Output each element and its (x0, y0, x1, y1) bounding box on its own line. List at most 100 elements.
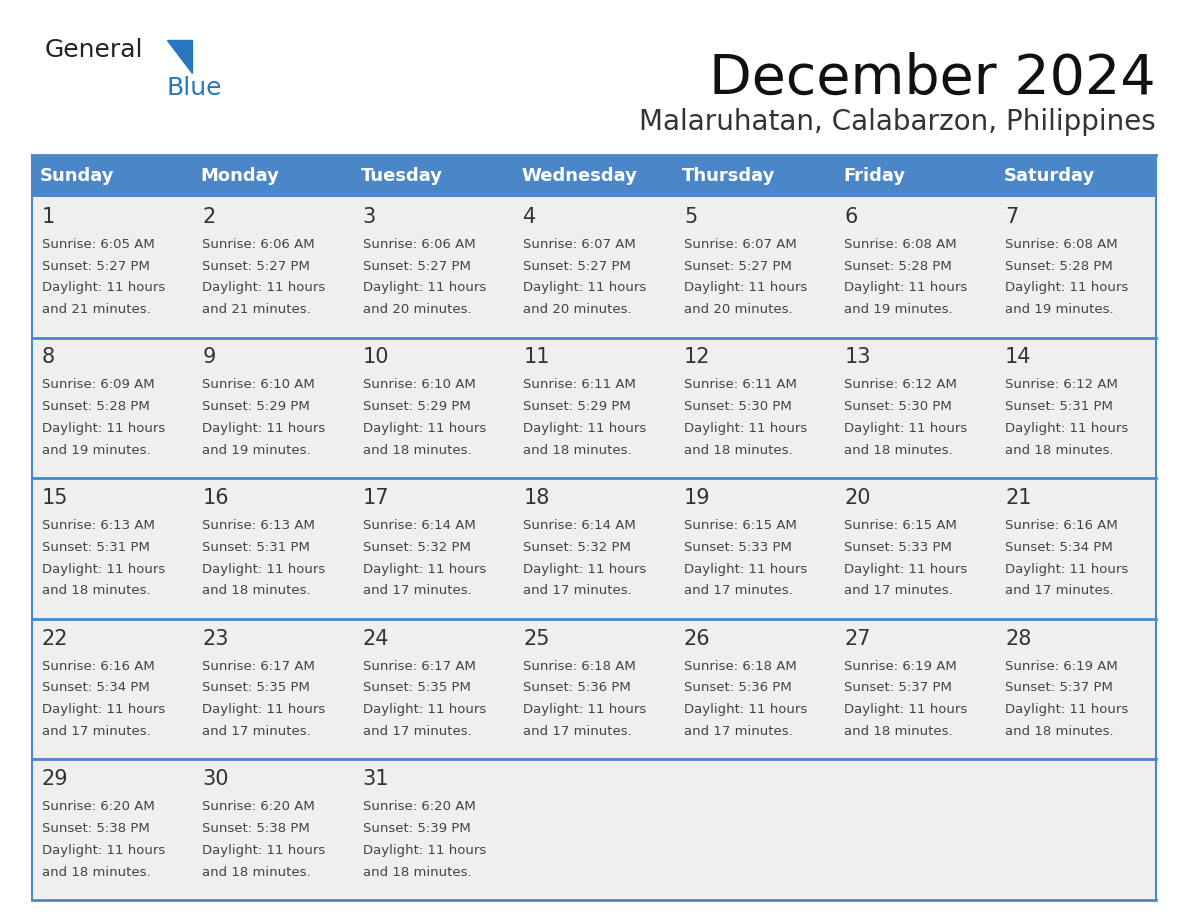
Text: Sunrise: 6:15 AM: Sunrise: 6:15 AM (845, 519, 958, 532)
Text: Sunrise: 6:13 AM: Sunrise: 6:13 AM (42, 519, 154, 532)
Text: 8: 8 (42, 347, 55, 367)
Text: Sunrise: 6:05 AM: Sunrise: 6:05 AM (42, 238, 154, 251)
Text: 19: 19 (684, 488, 710, 508)
Text: 16: 16 (202, 488, 229, 508)
Text: Sunrise: 6:17 AM: Sunrise: 6:17 AM (362, 659, 475, 673)
Text: and 17 minutes.: and 17 minutes. (524, 585, 632, 598)
Text: and 19 minutes.: and 19 minutes. (1005, 303, 1113, 316)
Text: Daylight: 11 hours: Daylight: 11 hours (1005, 563, 1129, 576)
Text: Daylight: 11 hours: Daylight: 11 hours (362, 844, 486, 856)
Text: 31: 31 (362, 769, 390, 789)
Text: Sunset: 5:32 PM: Sunset: 5:32 PM (362, 541, 470, 554)
Text: Sunset: 5:33 PM: Sunset: 5:33 PM (845, 541, 953, 554)
Text: and 20 minutes.: and 20 minutes. (362, 303, 472, 316)
Bar (32, 197, 1156, 338)
Text: 23: 23 (202, 629, 229, 649)
Text: Sunset: 5:36 PM: Sunset: 5:36 PM (524, 681, 631, 694)
Text: 24: 24 (362, 629, 390, 649)
Text: Sunset: 5:35 PM: Sunset: 5:35 PM (362, 681, 470, 694)
Text: Daylight: 11 hours: Daylight: 11 hours (684, 703, 807, 716)
Text: Sunset: 5:31 PM: Sunset: 5:31 PM (202, 541, 310, 554)
Text: Sunrise: 6:06 AM: Sunrise: 6:06 AM (362, 238, 475, 251)
Text: and 18 minutes.: and 18 minutes. (845, 443, 953, 457)
Text: Monday: Monday (201, 167, 279, 185)
Text: Daylight: 11 hours: Daylight: 11 hours (684, 563, 807, 576)
Text: Daylight: 11 hours: Daylight: 11 hours (524, 563, 646, 576)
Text: Sunset: 5:32 PM: Sunset: 5:32 PM (524, 541, 631, 554)
Text: and 19 minutes.: and 19 minutes. (42, 443, 150, 457)
Text: and 17 minutes.: and 17 minutes. (1005, 585, 1114, 598)
Bar (32, 338, 1156, 478)
Text: Daylight: 11 hours: Daylight: 11 hours (845, 281, 968, 295)
Text: and 17 minutes.: and 17 minutes. (362, 585, 472, 598)
Text: Sunrise: 6:10 AM: Sunrise: 6:10 AM (362, 378, 475, 391)
Text: Sunrise: 6:11 AM: Sunrise: 6:11 AM (684, 378, 797, 391)
Text: Sunrise: 6:09 AM: Sunrise: 6:09 AM (42, 378, 154, 391)
Text: Sunrise: 6:13 AM: Sunrise: 6:13 AM (202, 519, 315, 532)
Text: Sunset: 5:31 PM: Sunset: 5:31 PM (42, 541, 150, 554)
Text: Daylight: 11 hours: Daylight: 11 hours (524, 703, 646, 716)
Text: Daylight: 11 hours: Daylight: 11 hours (684, 281, 807, 295)
Text: Tuesday: Tuesday (361, 167, 443, 185)
Text: 27: 27 (845, 629, 871, 649)
Text: Sunrise: 6:12 AM: Sunrise: 6:12 AM (845, 378, 958, 391)
Text: and 17 minutes.: and 17 minutes. (845, 585, 953, 598)
Text: Sunset: 5:30 PM: Sunset: 5:30 PM (684, 400, 791, 413)
Text: Sunrise: 6:07 AM: Sunrise: 6:07 AM (684, 238, 797, 251)
Text: Sunday: Sunday (40, 167, 114, 185)
Text: 25: 25 (524, 629, 550, 649)
Text: Sunrise: 6:20 AM: Sunrise: 6:20 AM (362, 800, 475, 813)
Text: Sunrise: 6:18 AM: Sunrise: 6:18 AM (524, 659, 636, 673)
Text: Blue: Blue (168, 76, 222, 100)
Text: 12: 12 (684, 347, 710, 367)
Text: and 18 minutes.: and 18 minutes. (1005, 725, 1113, 738)
Text: Friday: Friday (842, 167, 905, 185)
Text: Sunset: 5:38 PM: Sunset: 5:38 PM (42, 822, 150, 835)
Text: and 17 minutes.: and 17 minutes. (362, 725, 472, 738)
Text: Daylight: 11 hours: Daylight: 11 hours (42, 422, 165, 435)
Text: 30: 30 (202, 769, 229, 789)
Text: Daylight: 11 hours: Daylight: 11 hours (42, 563, 165, 576)
Text: Sunset: 5:27 PM: Sunset: 5:27 PM (684, 260, 791, 273)
Text: 11: 11 (524, 347, 550, 367)
Text: 28: 28 (1005, 629, 1031, 649)
Text: Sunset: 5:28 PM: Sunset: 5:28 PM (845, 260, 953, 273)
Text: and 17 minutes.: and 17 minutes. (684, 725, 792, 738)
Text: December 2024: December 2024 (709, 52, 1156, 106)
Text: Sunset: 5:29 PM: Sunset: 5:29 PM (524, 400, 631, 413)
Text: Sunrise: 6:08 AM: Sunrise: 6:08 AM (845, 238, 958, 251)
Text: Daylight: 11 hours: Daylight: 11 hours (42, 844, 165, 856)
Text: 1: 1 (42, 207, 55, 227)
Text: 20: 20 (845, 488, 871, 508)
Text: Sunset: 5:36 PM: Sunset: 5:36 PM (684, 681, 791, 694)
Text: 2: 2 (202, 207, 215, 227)
Text: and 18 minutes.: and 18 minutes. (202, 866, 311, 879)
Text: Wednesday: Wednesday (522, 167, 638, 185)
Text: Sunset: 5:38 PM: Sunset: 5:38 PM (202, 822, 310, 835)
Text: Sunset: 5:37 PM: Sunset: 5:37 PM (845, 681, 953, 694)
Text: 15: 15 (42, 488, 68, 508)
Text: Daylight: 11 hours: Daylight: 11 hours (1005, 422, 1129, 435)
Text: and 18 minutes.: and 18 minutes. (1005, 443, 1113, 457)
Text: Thursday: Thursday (682, 167, 776, 185)
Text: Daylight: 11 hours: Daylight: 11 hours (524, 281, 646, 295)
Text: Saturday: Saturday (1004, 167, 1094, 185)
Text: and 20 minutes.: and 20 minutes. (524, 303, 632, 316)
Text: Sunrise: 6:08 AM: Sunrise: 6:08 AM (1005, 238, 1118, 251)
Text: Sunrise: 6:14 AM: Sunrise: 6:14 AM (524, 519, 636, 532)
Text: Sunset: 5:29 PM: Sunset: 5:29 PM (362, 400, 470, 413)
Text: Sunset: 5:35 PM: Sunset: 5:35 PM (202, 681, 310, 694)
Text: 17: 17 (362, 488, 390, 508)
Text: and 18 minutes.: and 18 minutes. (202, 585, 311, 598)
Text: 4: 4 (524, 207, 537, 227)
Text: Daylight: 11 hours: Daylight: 11 hours (42, 703, 165, 716)
Text: Daylight: 11 hours: Daylight: 11 hours (524, 422, 646, 435)
Text: 5: 5 (684, 207, 697, 227)
Text: Daylight: 11 hours: Daylight: 11 hours (845, 563, 968, 576)
Text: Daylight: 11 hours: Daylight: 11 hours (202, 422, 326, 435)
Text: 3: 3 (362, 207, 377, 227)
Text: 29: 29 (42, 769, 68, 789)
Text: Daylight: 11 hours: Daylight: 11 hours (1005, 281, 1129, 295)
Text: Sunrise: 6:14 AM: Sunrise: 6:14 AM (362, 519, 475, 532)
Text: Sunset: 5:31 PM: Sunset: 5:31 PM (1005, 400, 1113, 413)
